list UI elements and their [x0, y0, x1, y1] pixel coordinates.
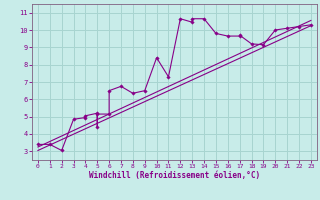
- X-axis label: Windchill (Refroidissement éolien,°C): Windchill (Refroidissement éolien,°C): [89, 171, 260, 180]
